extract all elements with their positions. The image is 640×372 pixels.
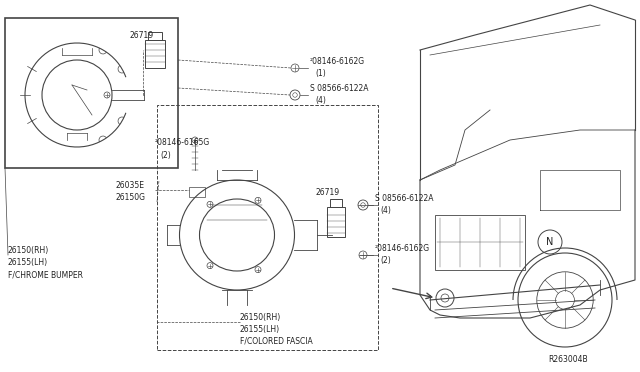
Text: S 08566-6122A: S 08566-6122A [375, 194, 433, 203]
Text: S 08566-6122A: S 08566-6122A [310, 84, 369, 93]
Text: F/CHROME BUMPER: F/CHROME BUMPER [8, 270, 83, 279]
Text: 26155(LH): 26155(LH) [240, 325, 280, 334]
Text: (1): (1) [315, 69, 326, 78]
Bar [189, 187, 205, 197]
Text: ²08146-6165G: ²08146-6165G [155, 138, 211, 147]
Bar [435, 215, 525, 270]
Bar [327, 207, 345, 237]
Text: 26035E: 26035E [115, 181, 144, 190]
Text: (4): (4) [380, 206, 391, 215]
Text: R263004B: R263004B [548, 355, 588, 364]
Text: 26150(RH): 26150(RH) [8, 246, 49, 255]
Bar [330, 199, 342, 207]
Bar [157, 105, 378, 350]
Text: 26719: 26719 [315, 188, 339, 197]
Text: (2): (2) [160, 151, 171, 160]
Bar [148, 32, 162, 40]
Bar [5, 18, 178, 168]
Text: 26150(RH): 26150(RH) [240, 313, 281, 322]
Text: (4): (4) [315, 96, 326, 105]
Text: N: N [547, 237, 554, 247]
Text: F/COLORED FASCIA: F/COLORED FASCIA [240, 337, 313, 346]
Text: 26150G: 26150G [115, 193, 145, 202]
Text: 26719: 26719 [130, 31, 154, 40]
Bar [145, 40, 165, 68]
Text: ²08146-6162G: ²08146-6162G [375, 244, 430, 253]
Text: 26155(LH): 26155(LH) [8, 258, 48, 267]
Text: ²08146-6162G: ²08146-6162G [310, 57, 365, 66]
Text: (2): (2) [380, 256, 391, 265]
